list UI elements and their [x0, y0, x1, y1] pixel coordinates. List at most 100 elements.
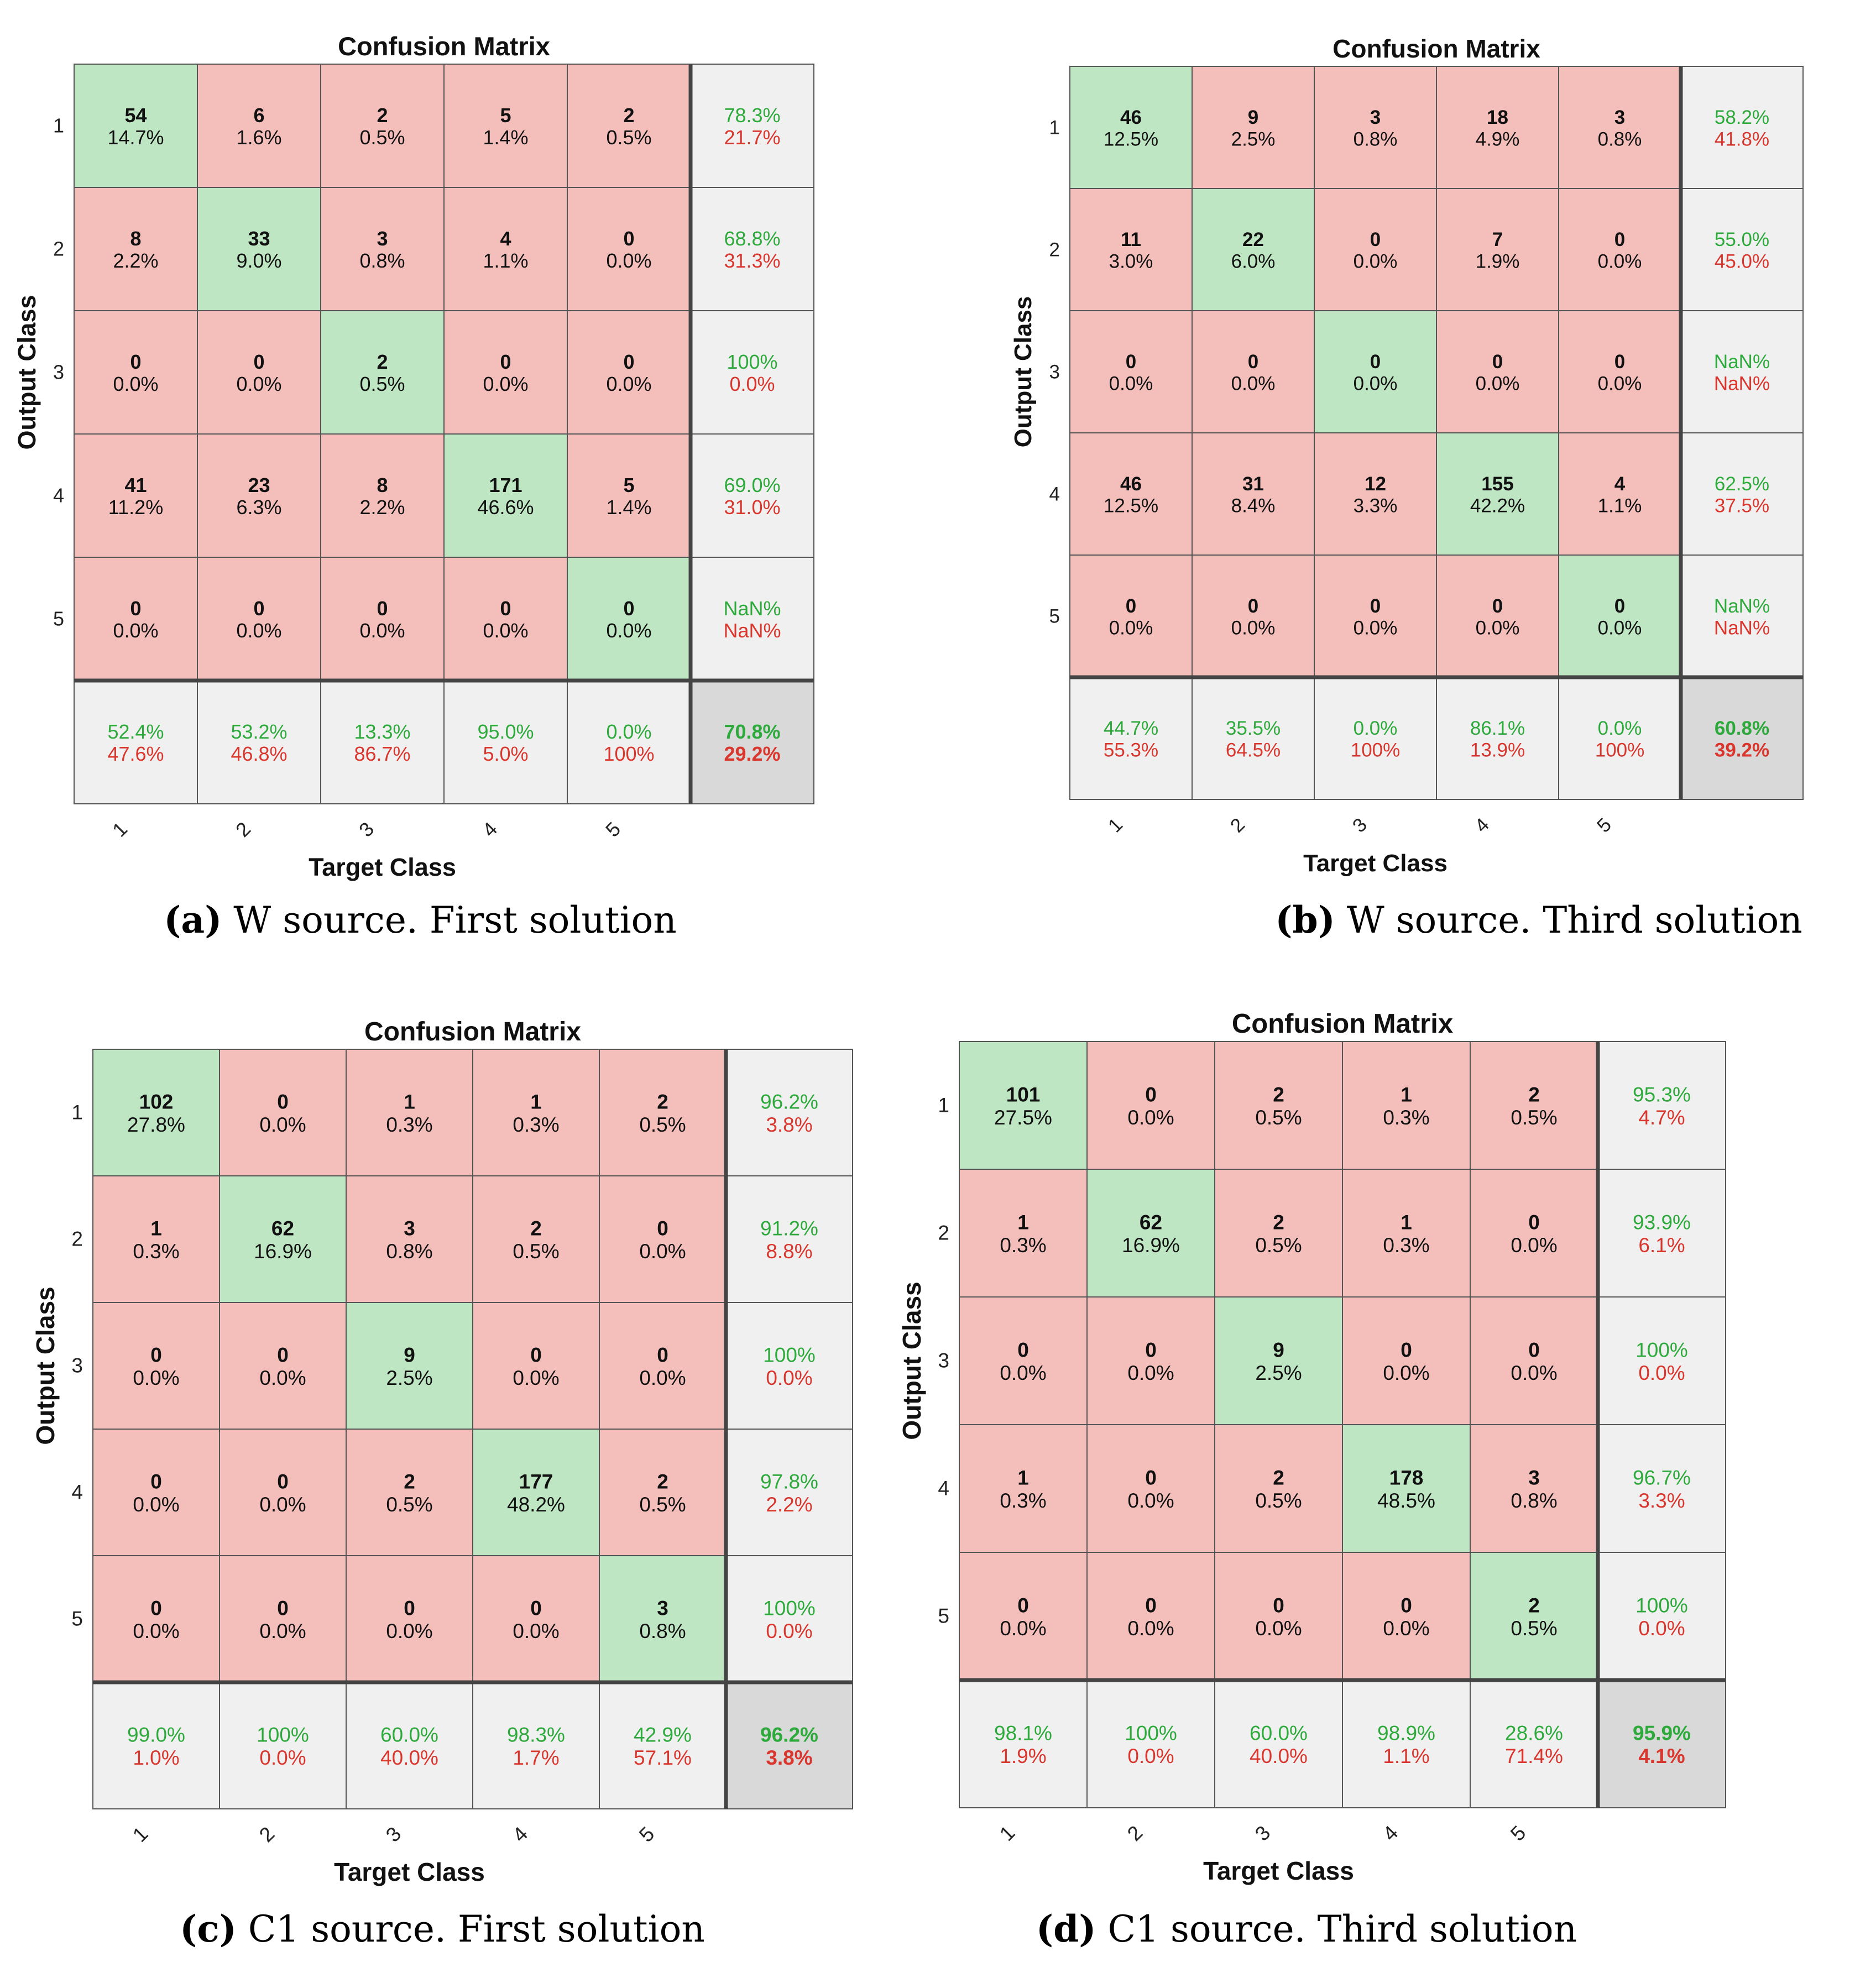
- cell-percent: 0.0%: [639, 1240, 686, 1263]
- cell-value: 0: [1145, 1339, 1157, 1362]
- summary-value: NaN%: [1714, 351, 1770, 373]
- summary-rect-r6-c1: [74, 680, 198, 804]
- summary-rect-r1-c6: [725, 1049, 853, 1176]
- cell-value: 0: [1248, 595, 1258, 617]
- summary-rect-r4-c6: [690, 433, 814, 558]
- x-tick-label: 5: [1506, 1821, 1530, 1845]
- cell-percent: 0.5%: [1511, 1106, 1557, 1129]
- caption-label: (a): [164, 898, 222, 941]
- cell-value: 0: [623, 597, 634, 620]
- cell-value: 0: [1614, 595, 1625, 617]
- x-axis-label: Target Class: [334, 1858, 485, 1886]
- cell-rect-r1-c4: [472, 1049, 600, 1176]
- summary-percent: 5.0%: [483, 742, 528, 765]
- overall-value: 60.8%: [1715, 718, 1769, 739]
- x-tick-label: 4: [508, 1822, 532, 1846]
- cell-rect-r5-c1: [92, 1555, 220, 1683]
- summary-percent: 55.3%: [1104, 740, 1158, 761]
- caption-label: (c): [180, 1907, 237, 1950]
- cell-rect-r2-c5: [1470, 1169, 1598, 1298]
- cell-rect-r1-c3: [1214, 1041, 1343, 1170]
- cell-rect-r4-c5: [567, 433, 691, 558]
- cell-value: 2: [1528, 1594, 1540, 1617]
- cell-rect-r2-c1: [74, 187, 198, 311]
- cell-rect-r3-c2: [197, 310, 321, 435]
- summary-rect-r2-c6: [1680, 188, 1804, 311]
- summary-percent: 1.9%: [1000, 1745, 1046, 1767]
- cell-value: 54: [124, 104, 147, 127]
- y-tick-label: 1: [53, 114, 64, 137]
- cell-value: 4: [500, 227, 511, 250]
- cell-percent: 0.0%: [606, 619, 651, 642]
- summary-value: 42.9%: [634, 1724, 692, 1746]
- summary-percent: 100%: [1351, 740, 1401, 761]
- summary-percent: 71.4%: [1505, 1745, 1563, 1767]
- y-tick-label: 5: [938, 1605, 949, 1628]
- cell-rect-r2-c3: [1314, 188, 1437, 311]
- cell-value: 5: [500, 104, 511, 127]
- cell-value: 0: [150, 1344, 162, 1367]
- summary-value: 100%: [1635, 1594, 1688, 1617]
- cell-rect-r4-c3: [1314, 432, 1437, 556]
- cell-rect-r3-c4: [472, 1302, 600, 1430]
- summary-value: 98.3%: [507, 1724, 565, 1746]
- cell-value: 0: [500, 597, 511, 620]
- cell-rect-r3-c5: [567, 310, 691, 435]
- cell-percent: 0.5%: [1511, 1617, 1557, 1640]
- cell-value: 3: [1614, 107, 1625, 128]
- cell-value: 178: [1389, 1467, 1424, 1489]
- cell-rect-r5-c2: [1086, 1552, 1215, 1681]
- cell-percent: 1.9%: [1476, 251, 1520, 273]
- summary-percent: 4.7%: [1638, 1106, 1685, 1129]
- cell-rect-r3-c1: [1069, 310, 1193, 433]
- summary-percent: 6.1%: [1638, 1234, 1685, 1257]
- cell-rect-r2-c5: [1558, 188, 1681, 311]
- summary-value: 93.9%: [1633, 1211, 1691, 1234]
- caption-text: C1 source. Third solution: [1107, 1908, 1577, 1950]
- y-axis-label: Output Class: [13, 295, 41, 449]
- cell-value: 0: [404, 1597, 415, 1620]
- summary-value: 98.9%: [1377, 1722, 1435, 1745]
- summary-rect-r6-c4: [1342, 1680, 1471, 1808]
- summary-rect-r6-c1: [1069, 677, 1193, 800]
- cell-percent: 14.7%: [107, 126, 164, 149]
- cell-percent: 0.0%: [483, 619, 528, 642]
- cell-rect-r5-c5: [1558, 554, 1681, 678]
- cell-percent: 0.0%: [606, 373, 651, 395]
- y-axis-label: Output Class: [1010, 296, 1037, 448]
- cell-rect-r5-c3: [346, 1555, 473, 1683]
- caption-b: (b) W source. Third solution: [1275, 898, 1802, 941]
- summary-value: 100%: [763, 1344, 816, 1367]
- cell-percent: 1.1%: [483, 249, 528, 272]
- x-tick-label: 3: [1251, 1821, 1275, 1845]
- x-tick-label: 2: [1123, 1821, 1147, 1845]
- x-tick-label: 3: [382, 1822, 406, 1846]
- cell-percent: 0.8%: [1354, 129, 1398, 150]
- cell-value: 0: [1370, 595, 1381, 617]
- summary-value: 62.5%: [1715, 473, 1769, 495]
- cell-value: 0: [377, 597, 388, 620]
- y-tick-label: 4: [53, 484, 64, 507]
- summary-value: 28.6%: [1505, 1722, 1563, 1745]
- cell-percent: 6.3%: [236, 496, 281, 519]
- cell-value: 4: [1614, 473, 1626, 495]
- cell-rect-r2-c3: [1214, 1169, 1343, 1298]
- cell-rect-r5-c3: [1214, 1552, 1343, 1681]
- summary-rect-r2-c6: [1597, 1169, 1726, 1298]
- cell-percent: 0.0%: [1127, 1489, 1174, 1512]
- cell-rect-r5-c4: [472, 1555, 600, 1683]
- cell-percent: 0.0%: [386, 1620, 432, 1642]
- cell-rect-r1-c2: [197, 64, 321, 188]
- cell-value: 46: [1120, 107, 1142, 128]
- cell-value: 6: [253, 104, 264, 127]
- cell-percent: 0.0%: [1598, 373, 1642, 395]
- summary-percent: 1.0%: [133, 1746, 179, 1769]
- cell-percent: 3.0%: [1109, 251, 1153, 273]
- cell-value: 1: [1401, 1084, 1412, 1106]
- cell-value: 9: [404, 1344, 415, 1367]
- summary-percent: 1.7%: [513, 1746, 559, 1769]
- summary-value: 52.4%: [107, 720, 164, 743]
- cell-rect-r3-c5: [599, 1302, 727, 1430]
- cell-value: 12: [1365, 473, 1386, 495]
